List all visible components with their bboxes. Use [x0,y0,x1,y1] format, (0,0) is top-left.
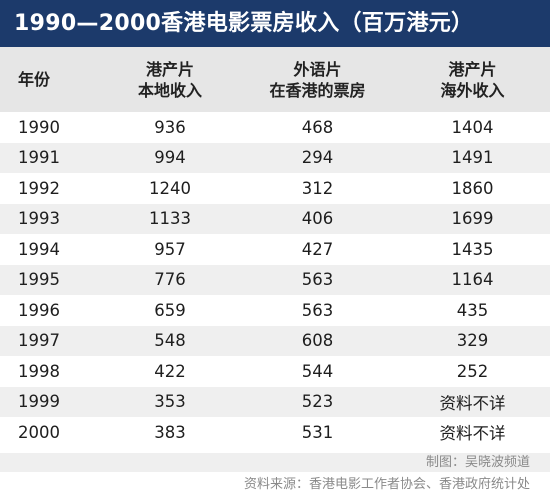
table-row: 1992 1240 312 1860 [0,173,550,204]
table-body: 1990 936 468 1404 1991 994 294 1491 1992 1240 312 1… [0,112,550,448]
foreign-in-hk-cell: 608 [301,331,334,351]
table-row: 1996 659 563 435 [0,295,550,326]
hk-local-cell: 1240 [149,178,191,198]
header-hk-local-line2: 本地收入 [137,80,202,100]
hk-local-cell: 353 [154,392,186,412]
year-cell: 1999 [18,392,60,412]
foreign-in-hk-cell: 312 [301,178,334,198]
hk-overseas-cell: 资料不详 [439,424,506,444]
data-source: 资料来源：香港电影工作者协会、香港政府统计处 [0,475,550,495]
header-hk-local: 港产片 本地收入 [100,47,240,112]
hk-local-cell: 994 [154,148,186,168]
box-office-table: 年份 港产片 本地收入 外语片 在香港的票房 港产片 海外收入 1990 936 4… [0,47,550,448]
year-cell: 1994 [18,239,60,259]
hk-local-cell: 548 [154,331,186,351]
header-hk-overseas-line2: 海外收入 [440,80,505,100]
table-header-row: 年份 港产片 本地收入 外语片 在香港的票房 港产片 海外收入 [0,47,550,112]
header-year-label: 年份 [18,70,51,89]
year-cell: 1997 [18,331,60,351]
table-row: 1998 422 544 252 [0,356,550,387]
foreign-in-hk-cell: 523 [301,392,334,412]
header-foreign-line2: 在香港的票房 [269,80,366,100]
hk-local-cell: 936 [154,117,186,137]
table-row: 1993 1133 406 1699 [0,203,550,234]
table-row: 1990 936 468 1404 [0,112,550,143]
hk-overseas-cell: 1404 [451,117,494,137]
table-row: 1997 548 608 329 [0,325,550,356]
year-cell: 1990 [18,117,60,137]
table-row: 1994 957 427 1435 [0,234,550,265]
hk-overseas-cell: 1699 [451,209,494,229]
hk-local-cell: 957 [154,239,186,259]
hk-overseas-cell: 1860 [451,178,494,198]
hk-overseas-cell: 435 [456,300,489,320]
header-year: 年份 [0,47,100,112]
year-cell: 1995 [18,270,60,290]
chart-credit: 制图：吴晓波频道 [0,453,550,472]
hk-overseas-cell: 1164 [451,270,494,290]
page-title: 1990—2000香港电影票房收入（百万港元） [0,0,550,47]
year-cell: 2000 [18,422,60,442]
hk-local-cell: 1133 [149,209,191,229]
table-row: 1995 776 563 1164 [0,264,550,295]
year-cell: 1992 [18,178,60,198]
hk-overseas-cell: 1491 [451,148,494,168]
foreign-in-hk-cell: 427 [301,239,334,259]
hk-overseas-cell: 1435 [451,239,494,259]
header-foreign-line1: 外语片 [293,59,342,79]
foreign-in-hk-cell: 563 [301,270,334,290]
table-row: 1999 353 523 资料不详 [0,386,550,417]
header-foreign-in-hk: 外语片 在香港的票房 [240,47,395,112]
year-cell: 1996 [18,300,60,320]
hk-overseas-cell: 资料不详 [439,393,506,413]
year-cell: 1998 [18,361,60,381]
hk-overseas-cell: 252 [456,361,489,381]
hk-local-cell: 659 [154,300,186,320]
foreign-in-hk-cell: 294 [301,148,334,168]
foreign-in-hk-cell: 563 [301,300,334,320]
foreign-in-hk-cell: 544 [301,361,334,381]
hk-local-cell: 422 [154,361,186,381]
header-hk-overseas-line1: 港产片 [448,59,497,79]
hk-local-cell: 383 [154,422,186,442]
foreign-in-hk-cell: 531 [301,422,334,442]
header-hk-overseas: 港产片 海外收入 [395,47,550,112]
foreign-in-hk-cell: 406 [301,209,334,229]
year-cell: 1993 [18,209,60,229]
table-row: 1991 994 294 1491 [0,142,550,173]
hk-overseas-cell: 329 [456,331,489,351]
table-row: 2000 383 531 资料不详 [0,417,550,448]
hk-local-cell: 776 [154,270,186,290]
header-hk-local-line1: 港产片 [145,59,194,79]
year-cell: 1991 [18,148,60,168]
foreign-in-hk-cell: 468 [301,117,334,137]
